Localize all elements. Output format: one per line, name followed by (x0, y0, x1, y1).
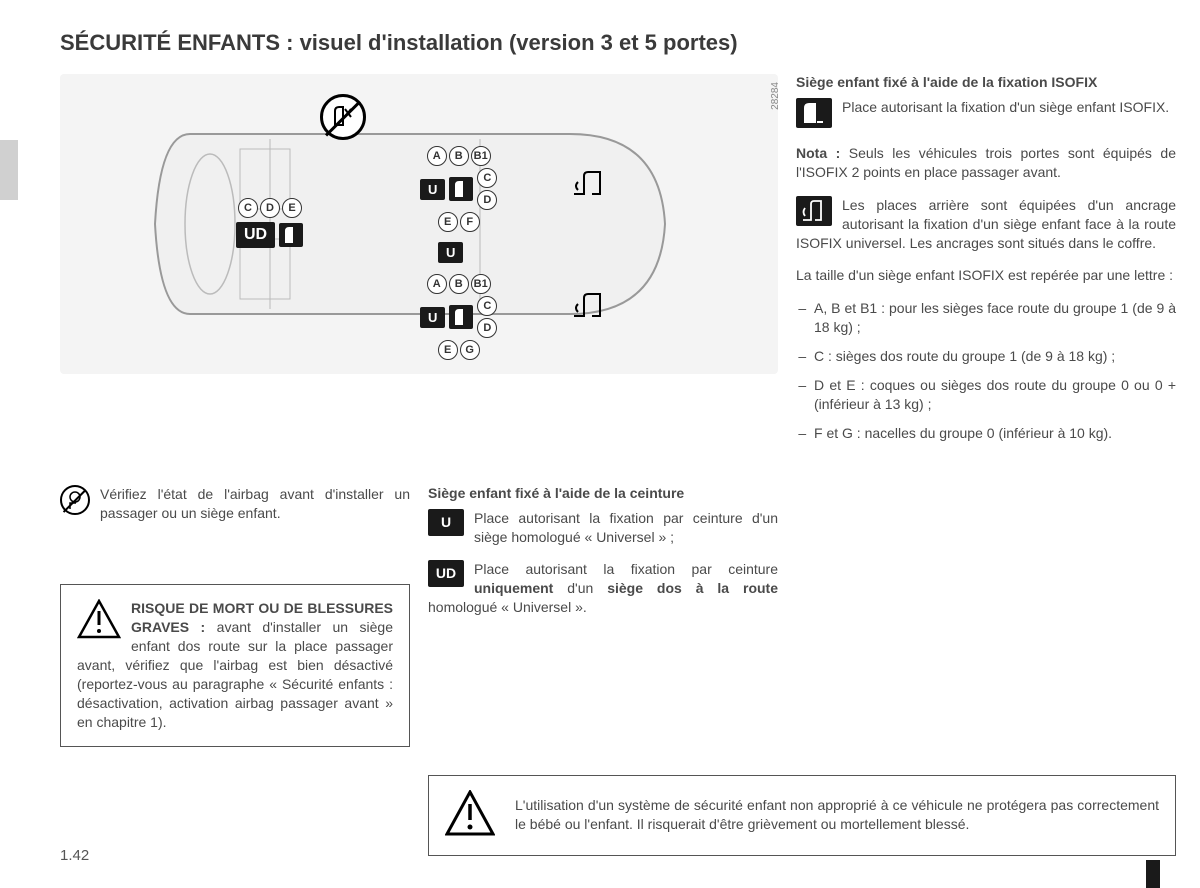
letter-b-icon: B (449, 274, 469, 294)
seat-icon (449, 177, 473, 201)
u-badge: U (420, 179, 445, 200)
col3-heading: Siège enfant fixé à l'aide de la fixatio… (796, 74, 1176, 90)
list-item: A, B et B1 : pour les sièges face route … (814, 299, 1176, 337)
airbag-check-para: Vérifiez l'état de l'airbag avant d'inst… (60, 485, 410, 523)
content-grid: 28284 C D E UD (60, 74, 1150, 856)
column-2: Siège enfant fixé à l'aide de la ceintur… (428, 471, 778, 747)
letter-g-icon: G (460, 340, 480, 360)
ud-mid: d'un (553, 580, 607, 596)
page-number: 1.42 (60, 847, 89, 864)
rear-top-group: A B B1 U C D E F (420, 144, 497, 234)
u-text: Place autorisant la fixation par ceintur… (474, 510, 778, 545)
u-badge: U (438, 242, 463, 263)
list-item: C : sièges dos route du groupe 1 (de 9 à… (814, 347, 1176, 366)
forbid-icon (320, 94, 366, 145)
ud-text-pre: Place autorisant la fixation par ceintur… (474, 561, 778, 577)
corner-mark (1146, 860, 1160, 888)
letter-a-icon: A (427, 274, 447, 294)
letter-f-icon: F (460, 212, 480, 232)
nota-para: Nota : Seuls les véhicules trois portes … (796, 144, 1176, 182)
airbag-forbid-icon (60, 485, 90, 515)
col3-p2: Les places arrière sont équipées d'un an… (796, 197, 1176, 251)
front-ud-label: UD (236, 222, 303, 248)
ud-bold1: uniquement (474, 580, 553, 596)
letter-c-icon: C (238, 198, 258, 218)
airbag-check-text: Vérifiez l'état de l'airbag avant d'inst… (100, 486, 410, 521)
ud-bold2: siège dos à la route (607, 580, 778, 596)
letter-c-icon: C (477, 296, 497, 316)
isofix-seat-para: Place autorisant la fixation d'un siège … (796, 98, 1176, 130)
system-warning-box: L'utilisation d'un système de sécurité e… (428, 775, 1176, 856)
page-title: SÉCURITÉ ENFANTS : visuel d'installation… (60, 30, 1150, 56)
rear-bottom-group: A B B1 U C D E G (420, 272, 497, 362)
column-3: Siège enfant fixé à l'aide de la fixatio… (796, 74, 1176, 453)
ud-para: UD Place autorisant la fixation par cein… (428, 560, 778, 617)
death-warning-box: RISQUE DE MORT OU DE BLESSURES GRAVES : … (60, 584, 410, 746)
col3-p1: Place autorisant la fixation d'un siège … (842, 99, 1169, 115)
install-diagram: 28284 C D E UD (60, 74, 778, 374)
seat-icon (449, 305, 473, 329)
tether-icon (570, 292, 606, 325)
ud-text-post: homologué « Universel ». (428, 599, 587, 615)
letter-b1-icon: B1 (471, 274, 491, 294)
seat-icon (279, 223, 303, 247)
u-para: U Place autorisant la fixation par ceint… (428, 509, 778, 547)
letter-a-icon: A (427, 146, 447, 166)
warning-body: avant d'installer un siège enfant dos ro… (77, 619, 393, 729)
nota-text: Seuls les véhicules trois portes sont éq… (796, 145, 1176, 180)
letter-b1-icon: B1 (471, 146, 491, 166)
u-badge-icon: U (428, 509, 464, 536)
tether-anchor-icon (796, 196, 832, 226)
column-1: Vérifiez l'état de l'airbag avant d'inst… (60, 471, 410, 747)
ud-badge-icon: UD (428, 560, 464, 587)
size-list: A, B et B1 : pour les sièges face route … (796, 299, 1176, 452)
letter-d-icon: D (477, 318, 497, 338)
isofix-seat-icon (796, 98, 832, 128)
warning-triangle-icon (77, 599, 121, 644)
warning-triangle-icon (445, 790, 495, 841)
ud-badge: UD (236, 222, 275, 248)
tether-icon (570, 170, 606, 203)
letter-c-icon: C (477, 168, 497, 188)
rear-anchor-para: Les places arrière sont équipées d'un an… (796, 196, 1176, 253)
u-badge: U (420, 307, 445, 328)
letter-d-icon: D (477, 190, 497, 210)
rear-mid-u: U (438, 242, 463, 263)
front-ud-group: C D E (238, 198, 302, 218)
col3-p3: La taille d'un siège enfant ISOFIX est r… (796, 266, 1176, 285)
nota-label: Nota : (796, 145, 840, 161)
letter-e-icon: E (438, 212, 458, 232)
letter-b-icon: B (449, 146, 469, 166)
bottom-warning-text: L'utilisation d'un système de sécurité e… (515, 796, 1159, 834)
letter-e-icon: E (438, 340, 458, 360)
diagram-ref: 28284 (770, 82, 781, 110)
letter-d-icon: D (260, 198, 280, 218)
list-item: F et G : nacelles du groupe 0 (inférieur… (814, 424, 1176, 443)
page-tab (0, 140, 18, 200)
col2-heading: Siège enfant fixé à l'aide de la ceintur… (428, 485, 778, 501)
list-item: D et E : coques ou sièges dos route du g… (814, 376, 1176, 414)
letter-e-icon: E (282, 198, 302, 218)
